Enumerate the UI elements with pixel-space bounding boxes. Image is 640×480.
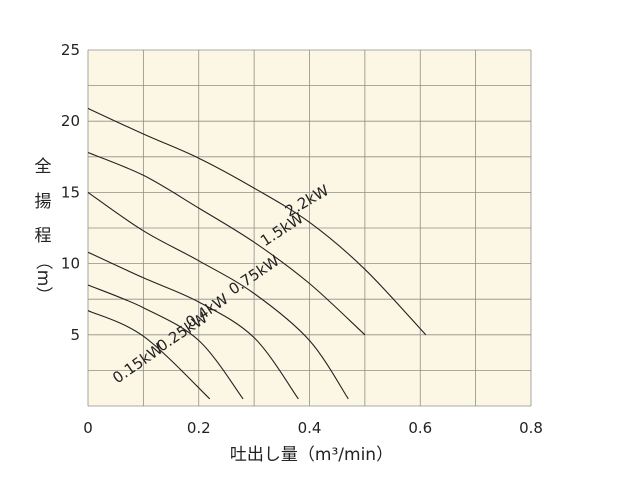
y-axis-title-char: 揚 (35, 192, 52, 212)
y-tick-labels: 5 10 15 20 25 (61, 41, 80, 344)
curve-0-25kw (87, 284, 244, 400)
y-axis-title-unit: （m） (33, 253, 53, 304)
y-tick-label: 25 (61, 41, 80, 59)
y-tick-label: 20 (61, 112, 80, 130)
curve-1-5kw (87, 151, 366, 336)
y-axis-title-char: 程 (35, 226, 52, 246)
y-tick-label: 5 (70, 326, 80, 344)
curve-2-2kw (87, 107, 427, 336)
x-tick-label: 0.4 (298, 419, 322, 437)
grid-lines (87, 49, 532, 407)
curve-0-75kw (87, 191, 349, 400)
y-axis-title-char: 全 (35, 157, 52, 177)
x-tick-label: 0 (83, 419, 93, 437)
curves-group (87, 107, 427, 400)
curve-0-4kw (87, 251, 299, 400)
x-tick-label: 0.6 (408, 419, 432, 437)
y-axis-title: 全 揚 程 （m） (33, 157, 53, 303)
x-tick-label: 0.8 (519, 419, 543, 437)
curve-0-15kw (87, 310, 211, 400)
y-tick-label: 10 (61, 255, 80, 273)
x-tick-label: 0.2 (187, 419, 211, 437)
y-tick-label: 15 (61, 183, 80, 201)
x-tick-labels: 0 0.2 0.4 0.6 0.8 (83, 419, 543, 437)
x-axis-title: 吐出し量（m³/min） (230, 445, 393, 465)
